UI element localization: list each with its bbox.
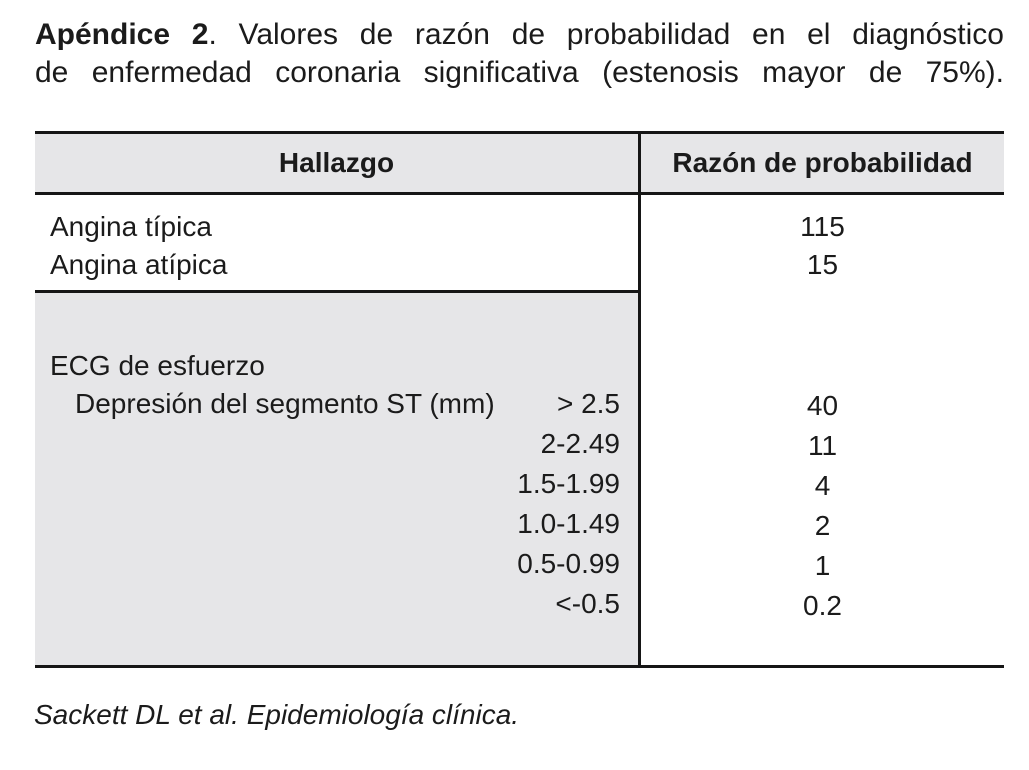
ecg-range: 0.5-0.99 xyxy=(517,548,620,579)
table-row-value: 15 xyxy=(806,249,839,280)
table-row-value: 11 xyxy=(807,430,838,461)
ecg-range: <-0.5 xyxy=(555,588,620,619)
ecg-range: 1.0-1.49 xyxy=(517,508,620,539)
table-row-value: 2 xyxy=(814,510,831,541)
table-row-label: Angina atípica xyxy=(50,249,228,280)
title-appendix-number: Apéndice 2 xyxy=(35,18,209,51)
header-cell-ratio: Razón de probabilidad xyxy=(672,147,973,178)
angina-values-cell: 115 15 xyxy=(641,195,1004,293)
appendix-title: Apéndice 2. Valores de razón de probabil… xyxy=(35,16,1004,92)
title-line-1: Apéndice 2. Valores de razón de probabil… xyxy=(35,16,1004,54)
title-line-2: de enfermedad coronaria significativa (e… xyxy=(35,56,1004,89)
source-citation: Sackett DL et al. Epidemiología clínica. xyxy=(34,699,520,730)
ecg-section: ECG de esfuerzo Depresión del segmento S… xyxy=(35,293,1004,665)
ecg-range: 1.5-1.99 xyxy=(517,468,620,499)
ecg-range: > 2.5 xyxy=(556,388,620,419)
ecg-labels-cell: ECG de esfuerzo Depresión del segmento S… xyxy=(35,293,641,665)
angina-labels-cell: Angina típica Angina atípica xyxy=(35,195,641,293)
table-row-value: 40 xyxy=(806,390,839,421)
ecg-values-cell: 40 11 4 2 1 0.2 xyxy=(641,293,1004,665)
table-row-value: 1 xyxy=(814,550,831,581)
ecg-sub-label: Depresión del segmento ST (mm) xyxy=(75,388,495,419)
title-line-1-rest: . Valores de razón de probabilidad en el… xyxy=(208,18,1004,51)
table-row-label: Depresión del segmento ST (mm) > 2.5 xyxy=(35,384,638,424)
header-cell-finding: Hallazgo xyxy=(35,134,641,192)
table-row-value: 0.2 xyxy=(803,590,842,621)
ecg-range: 2-2.49 xyxy=(540,428,620,459)
table-header-row: Hallazgo Razón de probabilidad xyxy=(35,134,1004,195)
table-row-label: Angina típica xyxy=(50,211,212,242)
table-row-value: 115 xyxy=(800,211,845,242)
table-row-value: 4 xyxy=(814,470,831,501)
ecg-group-label: ECG de esfuerzo xyxy=(50,350,265,381)
angina-section: Angina típica Angina atípica 115 15 xyxy=(35,195,1004,293)
likelihood-ratio-table: Hallazgo Razón de probabilidad Angina tí… xyxy=(35,131,1004,668)
